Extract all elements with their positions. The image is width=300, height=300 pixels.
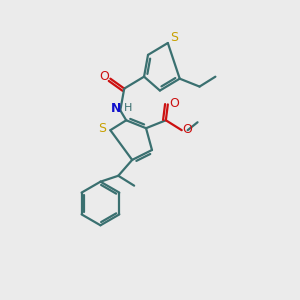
Text: S: S [98, 122, 106, 135]
Text: O: O [100, 70, 110, 83]
Text: O: O [183, 123, 193, 136]
Text: O: O [169, 97, 179, 110]
Text: H: H [124, 103, 132, 113]
Text: N: N [111, 102, 122, 115]
Text: S: S [170, 31, 178, 44]
